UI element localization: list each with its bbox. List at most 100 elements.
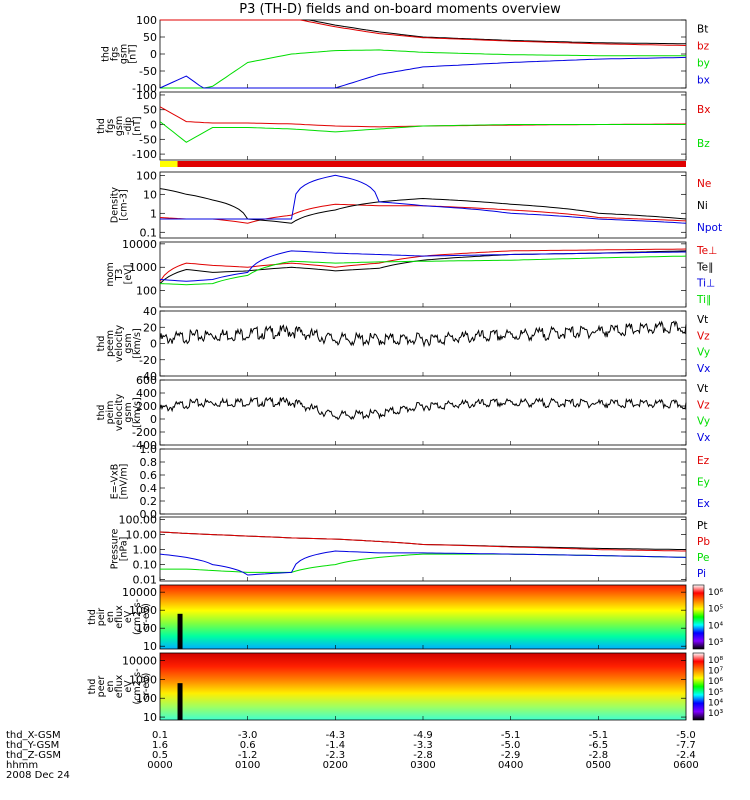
series-fgs-by [160, 49, 686, 89]
y-axis-label: T3 [114, 269, 125, 282]
y-tick-label: 0.1 [140, 226, 158, 239]
y-tick-label: 10.00 [126, 529, 158, 542]
legend-Pb: Pb [697, 536, 710, 548]
y-axis-label: Pressure [110, 529, 121, 570]
x-axis-row-label: 2008 Dec 24 [6, 770, 70, 781]
y-tick-label: -20 [139, 354, 157, 367]
y-axis-label: sr-eV) [141, 603, 152, 631]
y-tick-label: 0.6 [140, 469, 158, 482]
y-tick-label: 0 [150, 338, 157, 351]
y-tick-label: 100.00 [119, 514, 158, 527]
y-tick-label: 0.4 [140, 482, 158, 495]
y-tick-label: -100 [132, 148, 157, 161]
x-axis-value: -5.1 [501, 730, 521, 741]
y-tick-label: 100 [136, 285, 157, 298]
y-axis-label: velocity [114, 325, 125, 363]
y-tick-label: 0 [150, 413, 157, 426]
y-tick-label: 10000 [122, 655, 157, 668]
x-axis-value: -7.7 [676, 740, 696, 751]
series-fgs-Bt [160, 19, 687, 45]
x-axis-value: 0.5 [152, 750, 168, 761]
colorbar-tick: 10⁴ [708, 698, 723, 708]
y-tick-label: -50 [139, 65, 157, 78]
x-axis-value: 0.6 [240, 740, 256, 751]
y-axis-label: gsm [123, 402, 134, 422]
x-axis-value: -4.9 [413, 730, 433, 741]
mode-bar [160, 161, 687, 167]
y-axis-label: thd [87, 609, 98, 625]
y-axis-label: gsm [119, 44, 130, 64]
y-axis-label: Density [110, 187, 121, 223]
y-axis-label: gsm [114, 116, 125, 136]
legend-Vy: Vy [697, 347, 710, 359]
colorbar-ion_spec [692, 584, 705, 650]
y-axis-label: en [105, 611, 116, 623]
legend-Vx: Vx [697, 363, 710, 375]
x-axis-value: -2.3 [326, 750, 346, 761]
y-axis-label: thd [87, 679, 98, 695]
y-axis-label: [eV] [123, 265, 134, 285]
legend-Ex: Ex [697, 498, 710, 510]
series-fgs_dc-Bz [159, 121, 686, 143]
y-axis-label: peim [105, 401, 116, 425]
y-axis-label: peer [96, 676, 107, 698]
y-tick-label: 1.00 [133, 544, 158, 557]
legend-bx: bx [697, 75, 710, 87]
legend-Bx: Bx [697, 104, 710, 116]
legend-Te∥: Te∥ [696, 261, 713, 273]
x-axis-value: 0.1 [152, 730, 168, 741]
panels: 100500-50-100thdfgsgsm[nT]Btbzbybx100500… [87, 14, 723, 724]
y-tick-label: -50 [139, 133, 157, 146]
y-axis-label: sr-eV) [141, 673, 152, 701]
panel-density: 100 10 1 0.1 Density[cm-3] Ne Ni Npot [110, 169, 723, 239]
legend-Ey: Ey [697, 477, 710, 489]
y-tick-label: -40 [139, 370, 157, 383]
x-axis-value: -4.3 [326, 730, 346, 741]
legend-Vx: Vx [697, 432, 710, 444]
y-axis-label: (cm2-s- [132, 599, 143, 635]
y-tick-label: 1000 [129, 604, 157, 617]
y-tick-label: 50 [143, 31, 157, 44]
legend-Npot: Npot [697, 222, 722, 234]
colorbar-ele_spec [692, 652, 705, 721]
x-axis-value: 0100 [235, 760, 260, 771]
legend-Ti⊥: Ti⊥ [696, 278, 715, 290]
y-tick-label: 0.10 [133, 559, 158, 572]
y-tick-label: 1000 [129, 673, 157, 686]
x-axis-value: -5.0 [676, 730, 696, 741]
series-temp-Ti∥ [159, 255, 687, 286]
x-axis-value: -5.1 [589, 730, 609, 741]
legend-Pi: Pi [697, 568, 706, 580]
series-fgs-bz [160, 19, 687, 46]
colorbar-tick: 10⁸ [708, 656, 723, 666]
x-axis-row-label: thd_Y-GSM [6, 740, 59, 751]
x-axis-value: -2.9 [501, 750, 521, 761]
colorbar-tick: 10⁶ [708, 677, 723, 687]
y-tick-label: 0 [150, 119, 157, 132]
panel-frame [159, 19, 687, 89]
mode-bar-segment [177, 161, 687, 167]
y-tick-label: 10 [143, 188, 157, 201]
legend-Vy: Vy [697, 416, 710, 428]
y-axis-label: -dip [123, 117, 134, 135]
panel-frame [159, 171, 687, 239]
series-vel_e-Vt [159, 320, 687, 348]
x-axis-value: -2.8 [589, 750, 609, 761]
y-tick-label: 0.01 [133, 574, 158, 587]
legend-Vz: Vz [697, 330, 710, 342]
y-tick-label: -200 [132, 426, 157, 439]
series-temp-Ti⊥ [159, 250, 686, 282]
y-tick-label: 20 [143, 321, 157, 334]
x-axis-row-label: thd_Z-GSM [6, 750, 61, 761]
y-tick-label: 1000 [129, 261, 157, 274]
colorbar-tick: 10³ [708, 709, 723, 719]
x-axis-value: 1.6 [152, 740, 168, 751]
y-tick-label: 0.8 [140, 456, 158, 469]
y-tick-label: 100 [136, 14, 157, 27]
x-axis-value: 0200 [323, 760, 348, 771]
y-axis-label: eV [123, 680, 134, 693]
y-tick-label: 10 [143, 711, 157, 724]
y-tick-label: 200 [136, 400, 157, 413]
